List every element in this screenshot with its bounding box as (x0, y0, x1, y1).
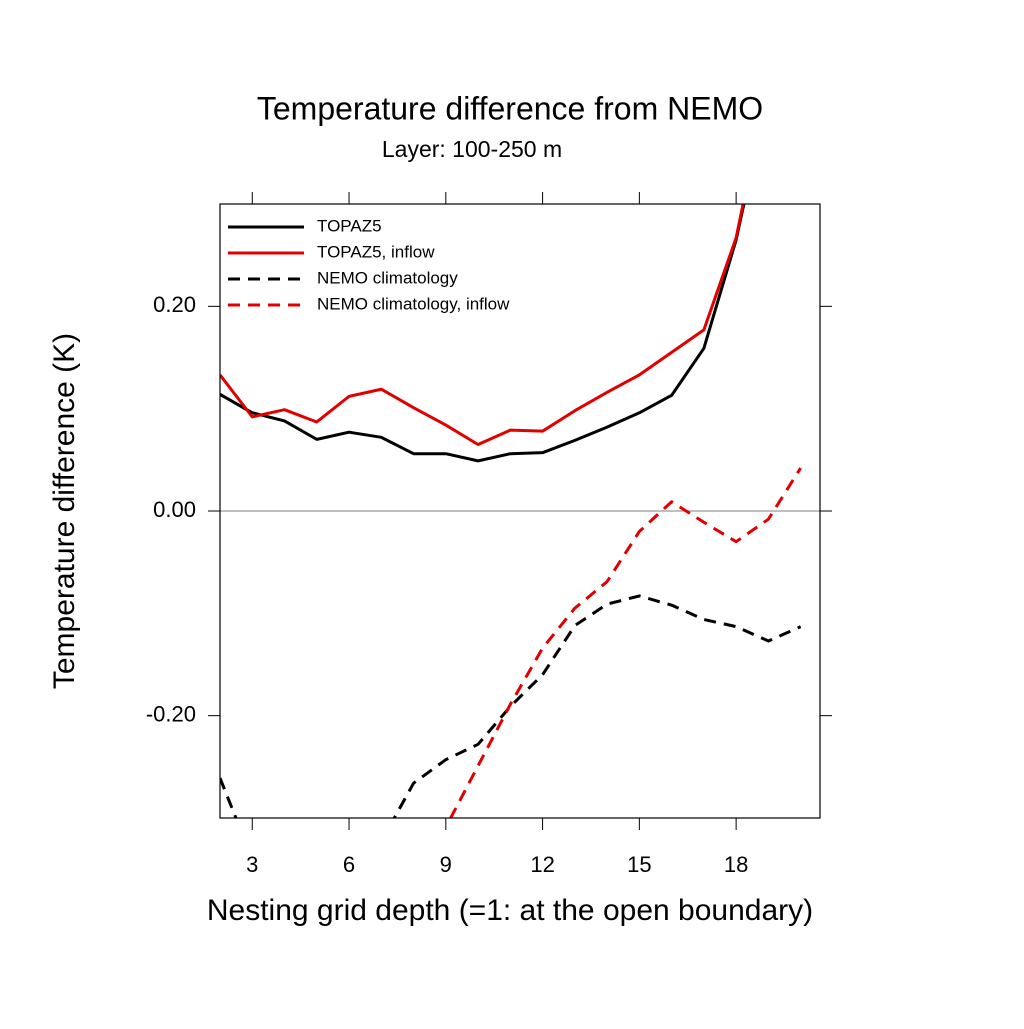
y-tick-label: -0.20 (146, 701, 196, 726)
y-tick-label: 0.00 (153, 497, 196, 522)
legend-label: NEMO climatology (317, 268, 458, 287)
y-axis-label: Temperature difference (K) (48, 333, 81, 689)
series-line (448, 467, 802, 818)
chart-subtitle: Layer: 100-250 m (382, 136, 562, 162)
legend-label: NEMO climatology, inflow (317, 294, 510, 313)
legend-label: TOPAZ5 (317, 216, 382, 235)
x-tick-label: 3 (246, 852, 258, 877)
x-tick-label: 12 (530, 852, 554, 877)
chart-title: Temperature difference from NEMO (257, 90, 763, 126)
y-tick-label: 0.20 (153, 292, 196, 317)
legend-label: TOPAZ5, inflow (317, 242, 435, 261)
series-line (220, 594, 802, 818)
x-tick-label: 9 (440, 852, 452, 877)
series-line (220, 204, 746, 463)
plot-area (220, 204, 820, 818)
x-tick-label: 18 (724, 852, 748, 877)
x-tick-label: 6 (343, 852, 355, 877)
series-line (220, 204, 745, 446)
x-tick-label: 15 (627, 852, 651, 877)
x-axis-label: Nesting grid depth (=1: at the open boun… (207, 894, 813, 927)
